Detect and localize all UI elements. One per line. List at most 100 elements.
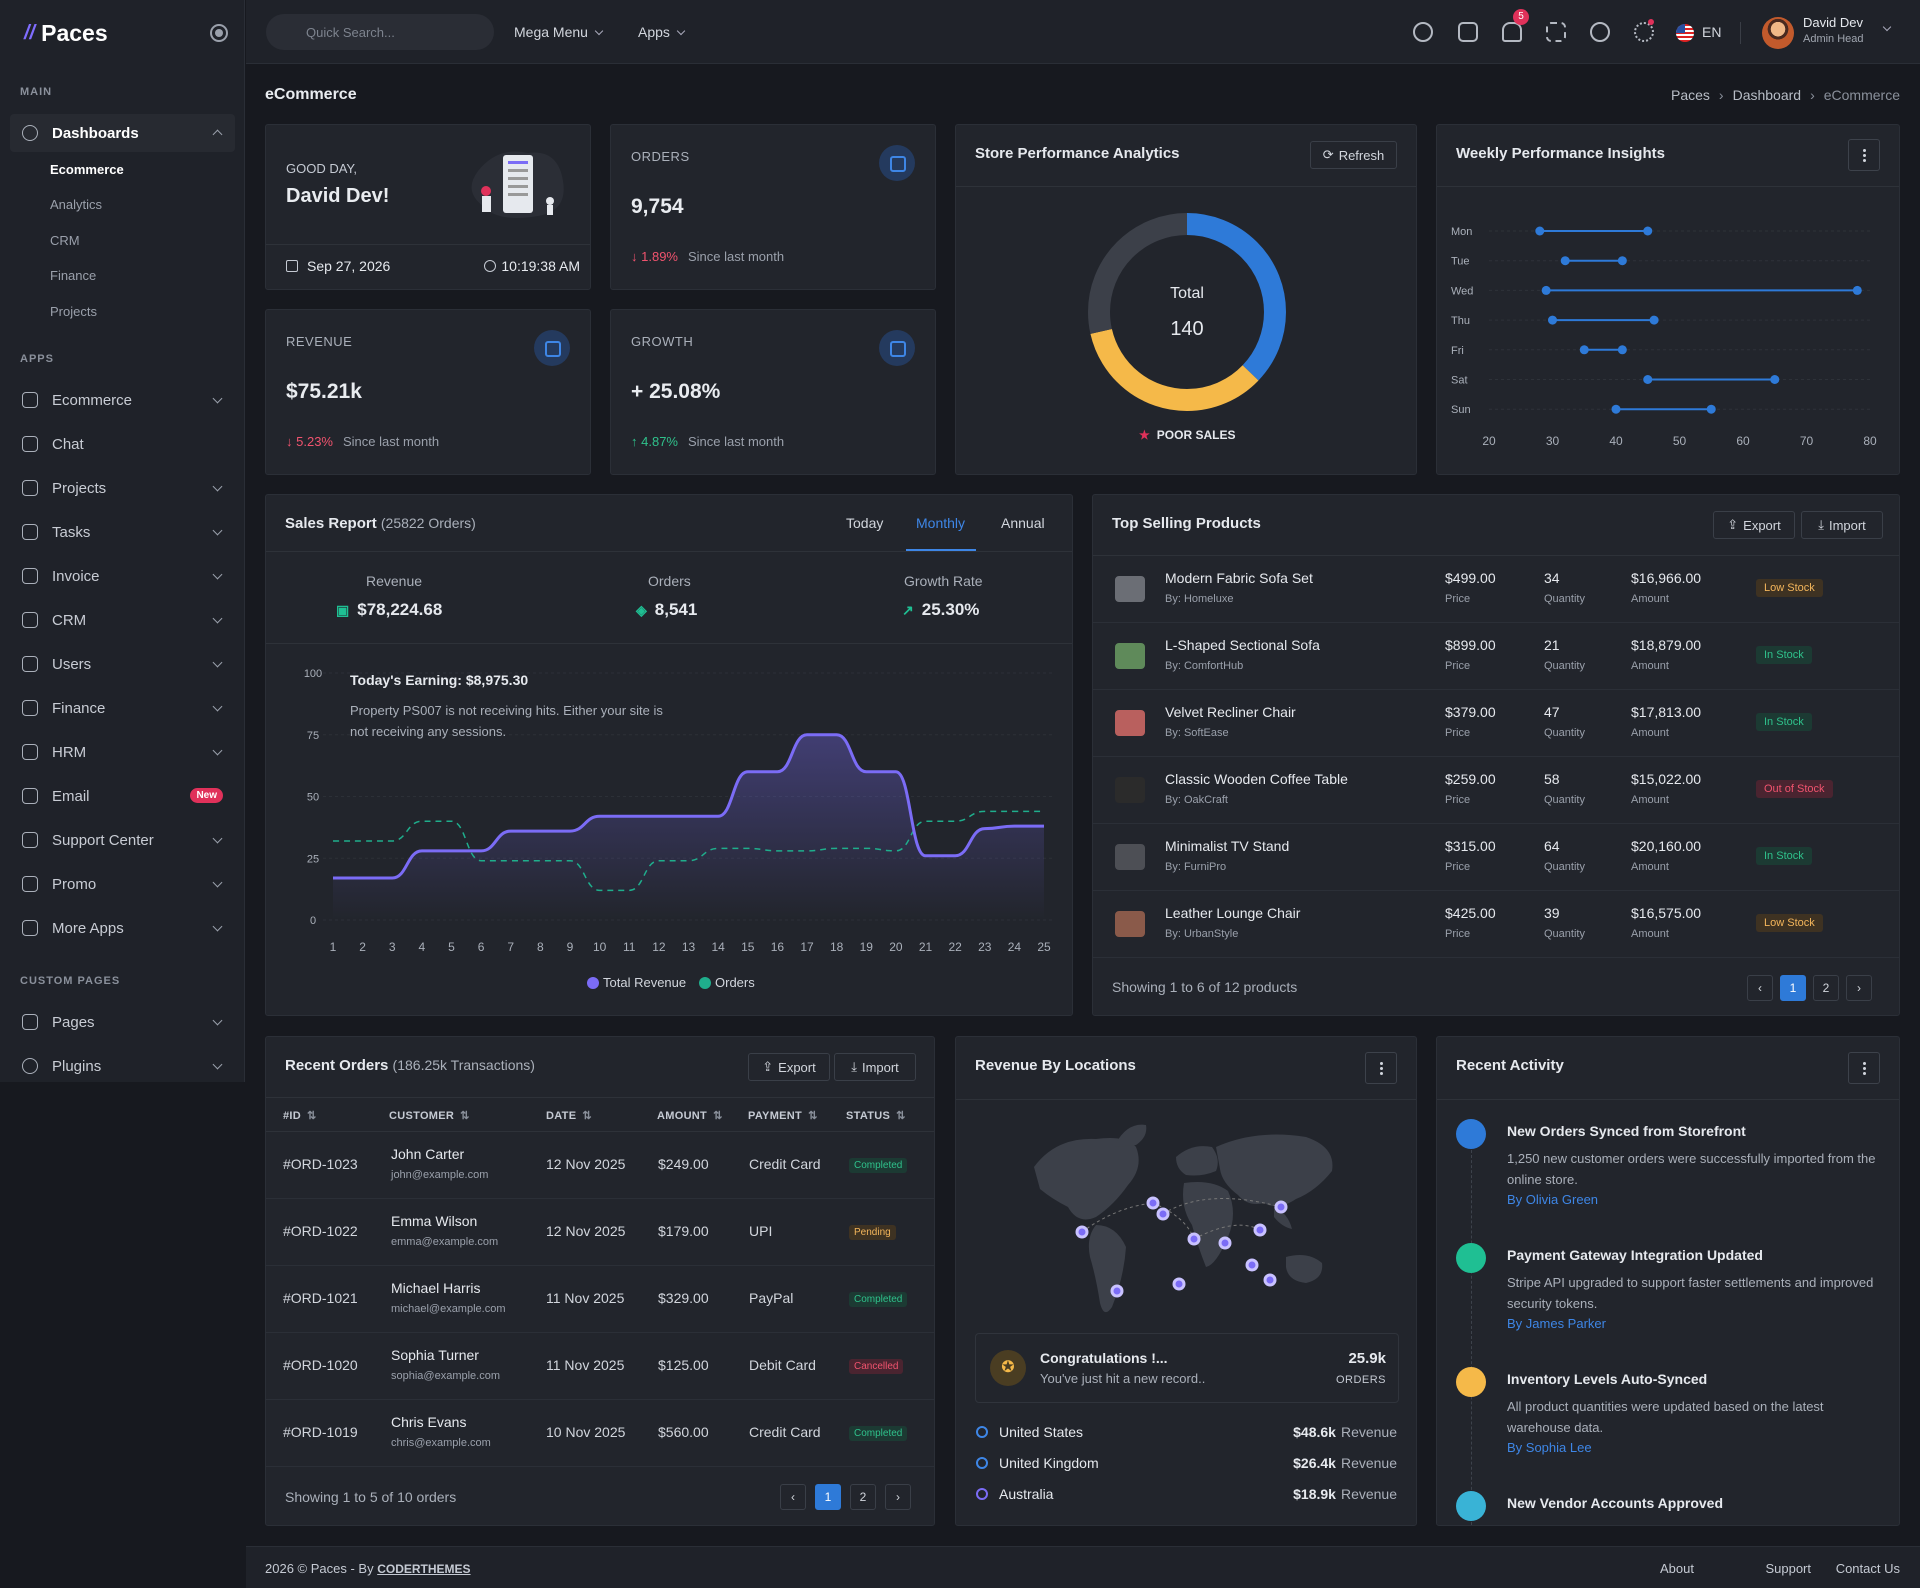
mega-menu-dropdown[interactable]: Mega Menu bbox=[514, 24, 604, 40]
breadcrumb-item[interactable]: Dashboard bbox=[1732, 87, 1802, 103]
table-row[interactable]: #ORD-1022 Emma Wilson emma@example.com 12 N… bbox=[266, 1199, 934, 1266]
activity-author-link[interactable]: By Sophia Lee bbox=[1507, 1440, 1592, 1455]
product-name[interactable]: Modern Fabric Sofa Set bbox=[1165, 570, 1313, 586]
sidebar-item-email[interactable]: Email New bbox=[10, 777, 235, 815]
order-id[interactable]: #ORD-1020 bbox=[283, 1357, 358, 1373]
sidebar-sub-projects[interactable]: Projects bbox=[50, 304, 97, 319]
column-header[interactable]: AMOUNT ⇅ bbox=[657, 1109, 723, 1122]
x-tick-label: 23 bbox=[978, 940, 992, 954]
import-button[interactable]: ⤓ Import bbox=[1801, 511, 1883, 539]
column-header[interactable]: DATE ⇅ bbox=[546, 1109, 592, 1122]
next-page-button[interactable]: › bbox=[885, 1484, 911, 1510]
column-header[interactable]: STATUS ⇅ bbox=[846, 1109, 906, 1122]
tab-annual[interactable]: Annual bbox=[1001, 515, 1045, 531]
apps-grid-icon[interactable] bbox=[1458, 22, 1478, 42]
more-options-icon[interactable] bbox=[1848, 139, 1880, 171]
order-id[interactable]: #ORD-1019 bbox=[283, 1424, 358, 1440]
column-header[interactable]: #ID ⇅ bbox=[283, 1109, 317, 1122]
table-row[interactable]: Minimalist TV Stand By: FurniPro $315.00 Pr… bbox=[1093, 824, 1899, 891]
tab-today[interactable]: Today bbox=[846, 515, 884, 531]
more-options-icon[interactable] bbox=[1365, 1052, 1397, 1084]
sidebar-sub-crm[interactable]: CRM bbox=[50, 233, 80, 248]
search-input[interactable] bbox=[266, 14, 494, 50]
table-row[interactable]: L-Shaped Sectional Sofa By: ComfortHub $89… bbox=[1093, 623, 1899, 690]
sidebar-item-hrm[interactable]: HRM bbox=[10, 733, 235, 771]
sidebar-item-users[interactable]: Users bbox=[10, 645, 235, 683]
sidebar-item-support-center[interactable]: Support Center bbox=[10, 821, 235, 859]
page-button[interactable]: 2 bbox=[1813, 975, 1839, 1001]
export-button[interactable]: ⇪ Export bbox=[748, 1053, 830, 1081]
column-header[interactable]: CUSTOMER ⇅ bbox=[389, 1109, 470, 1122]
us-flag-icon[interactable] bbox=[1676, 24, 1694, 42]
product-name[interactable]: Minimalist TV Stand bbox=[1165, 838, 1290, 854]
stat-change: ↓ 5.23% Since last month bbox=[286, 434, 439, 449]
avatar[interactable] bbox=[1762, 17, 1794, 49]
footer-link-support[interactable]: Support bbox=[1765, 1561, 1811, 1576]
footer-link-contact[interactable]: Contact Us bbox=[1835, 1561, 1900, 1576]
sidebar-toggle-icon[interactable] bbox=[210, 24, 228, 42]
export-label: Export bbox=[778, 1059, 816, 1075]
import-button[interactable]: ⤓ Import bbox=[834, 1053, 916, 1081]
product-name[interactable]: L-Shaped Sectional Sofa bbox=[1165, 637, 1320, 653]
headset-icon bbox=[22, 832, 38, 848]
page-button[interactable]: 2 bbox=[850, 1484, 876, 1510]
sidebar-sub-analytics[interactable]: Analytics bbox=[50, 197, 103, 212]
gear-icon[interactable] bbox=[1634, 22, 1654, 42]
page-button[interactable]: 1 bbox=[1780, 975, 1806, 1001]
sidebar-item-crm[interactable]: CRM bbox=[10, 601, 235, 639]
refresh-button[interactable]: ⟳ Refresh bbox=[1310, 141, 1397, 169]
product-name[interactable]: Velvet Recliner Chair bbox=[1165, 704, 1296, 720]
page-button[interactable]: 1 bbox=[815, 1484, 841, 1510]
more-options-icon[interactable] bbox=[1848, 1052, 1880, 1084]
sidebar-item-invoice[interactable]: Invoice bbox=[10, 557, 235, 595]
table-row[interactable]: #ORD-1020 Sophia Turner sophia@example.com… bbox=[266, 1333, 934, 1400]
user-menu-chevron-icon[interactable] bbox=[1876, 20, 1892, 36]
sidebar-item-projects[interactable]: Projects bbox=[10, 469, 235, 507]
order-id[interactable]: #ORD-1021 bbox=[283, 1290, 358, 1306]
user-name[interactable]: David Dev bbox=[1803, 15, 1863, 30]
sidebar-item-tasks[interactable]: Tasks bbox=[10, 513, 235, 551]
moon-icon[interactable] bbox=[1413, 22, 1433, 42]
table-row[interactable]: Modern Fabric Sofa Set By: Homeluxe $499.0… bbox=[1093, 556, 1899, 623]
status-badge: Pending bbox=[849, 1225, 896, 1240]
sidebar-item-more-apps[interactable]: More Apps bbox=[10, 909, 235, 947]
palette-icon[interactable] bbox=[1590, 22, 1610, 42]
table-row[interactable]: #ORD-1019 Chris Evans chris@example.com 10 … bbox=[266, 1400, 934, 1467]
table-row[interactable]: Leather Lounge Chair By: UrbanStyle $425.0… bbox=[1093, 891, 1899, 958]
footer-link-about[interactable]: About bbox=[1660, 1561, 1694, 1576]
prev-page-button[interactable]: ‹ bbox=[780, 1484, 806, 1510]
fullscreen-icon[interactable] bbox=[1546, 22, 1566, 42]
sidebar-item-plugins[interactable]: Plugins bbox=[10, 1047, 235, 1085]
sidebar-sub-finance[interactable]: Finance bbox=[50, 268, 97, 283]
sidebar-sub-ecommerce[interactable]: Ecommerce bbox=[50, 162, 124, 177]
apps-dropdown[interactable]: Apps bbox=[638, 24, 686, 40]
table-row[interactable]: Velvet Recliner Chair By: SoftEase $379.00… bbox=[1093, 690, 1899, 757]
table-row[interactable]: #ORD-1021 Michael Harris michael@example.c… bbox=[266, 1266, 934, 1333]
export-button[interactable]: ⇪ Export bbox=[1713, 511, 1795, 539]
product-name[interactable]: Leather Lounge Chair bbox=[1165, 905, 1301, 921]
sidebar-item-chat[interactable]: Chat bbox=[10, 425, 235, 463]
sidebar-item-promo[interactable]: Promo bbox=[10, 865, 235, 903]
table-row[interactable]: #ORD-1023 John Carter john@example.com 12 N… bbox=[266, 1132, 934, 1199]
order-id[interactable]: #ORD-1023 bbox=[283, 1156, 358, 1172]
sidebar-item-dashboards[interactable]: Dashboards bbox=[10, 114, 235, 152]
language-selector[interactable]: EN bbox=[1702, 24, 1722, 40]
activity-author-link[interactable]: By Olivia Green bbox=[1507, 1192, 1599, 1207]
sidebar-item-pages[interactable]: Pages bbox=[10, 1003, 235, 1041]
tab-monthly[interactable]: Monthly bbox=[916, 515, 966, 531]
sidebar-item-ecommerce[interactable]: Ecommerce bbox=[10, 381, 235, 419]
activity-author-link[interactable]: By James Parker bbox=[1507, 1316, 1606, 1331]
next-page-button[interactable]: › bbox=[1846, 975, 1872, 1001]
brand-logo[interactable]: //Paces bbox=[24, 20, 108, 47]
breadcrumb-item[interactable]: Paces bbox=[1670, 87, 1710, 103]
product-name[interactable]: Classic Wooden Coffee Table bbox=[1165, 771, 1348, 787]
prev-page-button[interactable]: ‹ bbox=[1747, 975, 1773, 1001]
order-id[interactable]: #ORD-1022 bbox=[283, 1223, 358, 1239]
table-row[interactable]: Classic Wooden Coffee Table By: OakCraft $… bbox=[1093, 757, 1899, 824]
orders-title: Recent Orders bbox=[285, 1057, 389, 1074]
column-header[interactable]: PAYMENT ⇅ bbox=[748, 1109, 818, 1122]
sidebar-item-finance[interactable]: Finance bbox=[10, 689, 235, 727]
column-header-label: DATE bbox=[546, 1110, 577, 1122]
footer-brand-link[interactable]: CODERTHEMES bbox=[377, 1562, 471, 1576]
bell-icon[interactable] bbox=[1502, 22, 1522, 42]
